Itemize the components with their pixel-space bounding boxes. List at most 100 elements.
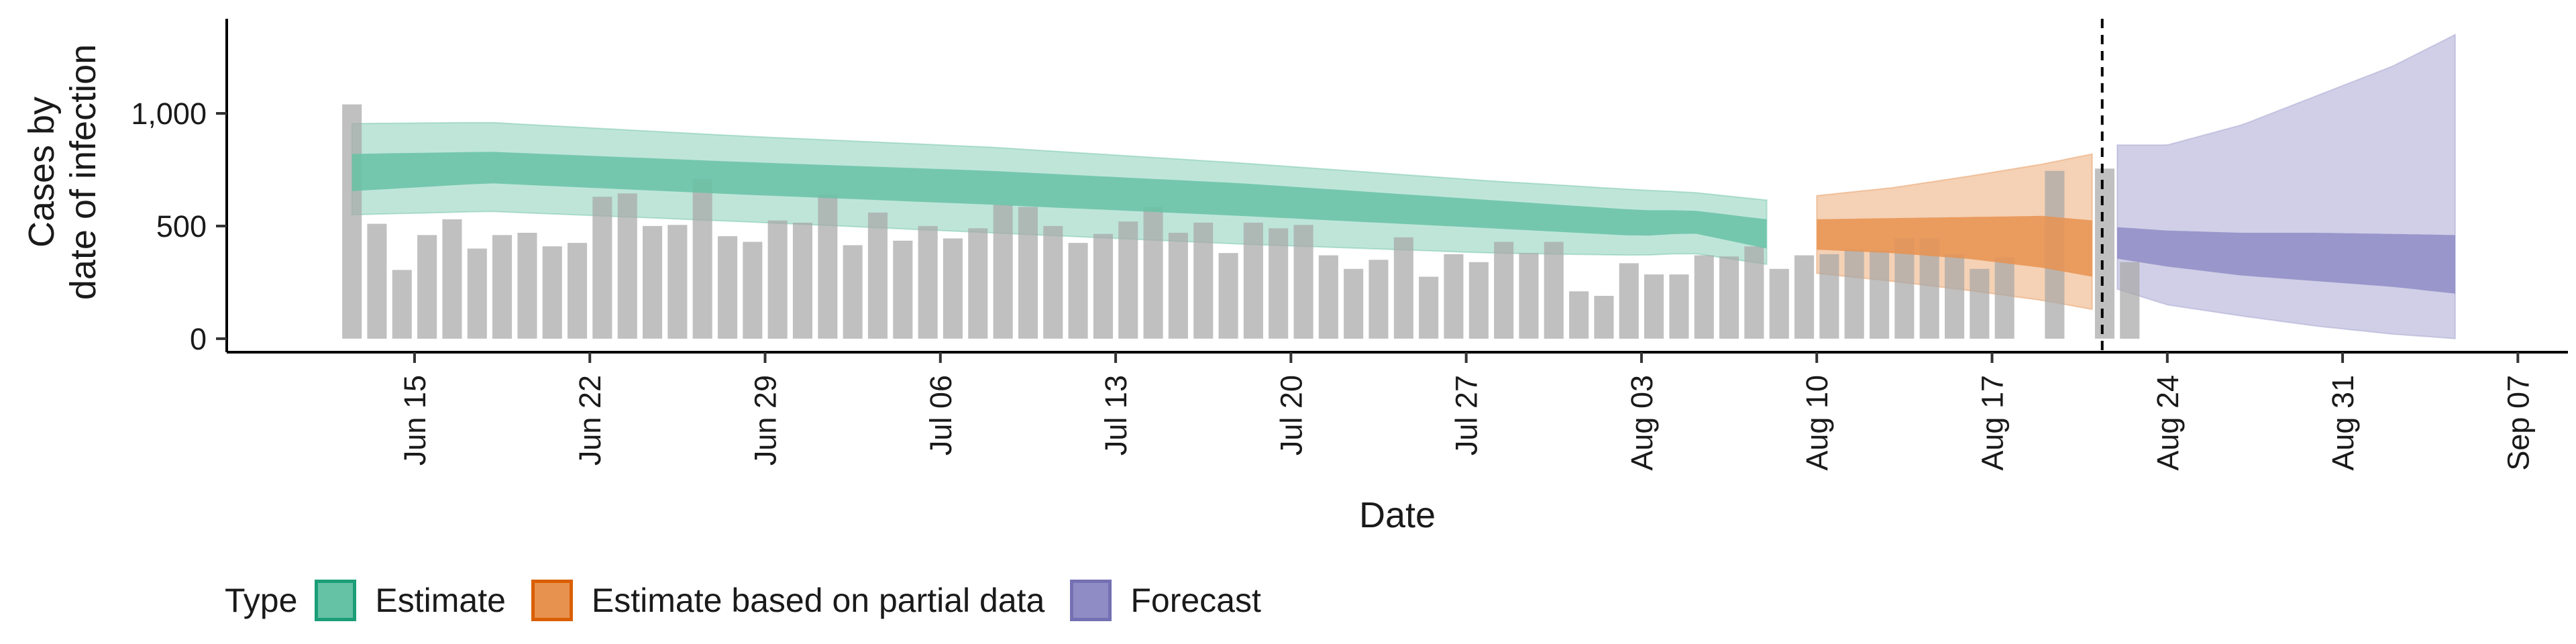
legend-title: Type bbox=[225, 582, 298, 619]
legend-item-forecast: Forecast bbox=[1070, 580, 1261, 621]
bar bbox=[1669, 274, 1689, 339]
bar bbox=[392, 270, 412, 339]
y-axis-label-line: Cases by bbox=[21, 97, 62, 248]
legend-item-partial-estimate: Estimate based on partial data bbox=[531, 580, 1044, 621]
bar bbox=[2120, 262, 2140, 339]
bar bbox=[1819, 254, 1839, 339]
bar bbox=[442, 219, 462, 339]
bar bbox=[1468, 262, 1489, 339]
y-tick-label: 0 bbox=[190, 322, 207, 356]
bar bbox=[1193, 222, 1214, 339]
bar bbox=[568, 243, 588, 339]
x-tick-label: Jul 20 bbox=[1274, 375, 1308, 455]
bar bbox=[1994, 258, 2015, 339]
bar bbox=[1744, 246, 1764, 339]
bar bbox=[1694, 255, 1714, 339]
bar bbox=[492, 235, 513, 339]
bar bbox=[1945, 254, 1965, 339]
bar bbox=[1970, 268, 1990, 339]
x-tick-label: Sep 07 bbox=[2501, 375, 2535, 471]
bar bbox=[667, 225, 688, 339]
bar bbox=[1619, 263, 1639, 339]
bar bbox=[1018, 207, 1038, 339]
legend-label-estimate: Estimate bbox=[375, 582, 506, 619]
y-tick-label: 1,000 bbox=[131, 97, 207, 131]
bar bbox=[918, 225, 938, 339]
bar bbox=[1293, 225, 1313, 339]
bar bbox=[1544, 241, 1564, 339]
bars-layer bbox=[342, 104, 2140, 339]
x-tick-label: Aug 24 bbox=[2151, 375, 2185, 471]
ribbon-50-estimate bbox=[352, 152, 1767, 249]
bar bbox=[542, 246, 562, 339]
bar bbox=[743, 241, 763, 339]
ribbon-50-forecast bbox=[2117, 227, 2455, 294]
x-tick-label: Jun 15 bbox=[398, 375, 432, 466]
bar bbox=[1569, 291, 1589, 339]
ribbons-50-layer bbox=[352, 152, 2455, 294]
bar bbox=[1419, 276, 1439, 339]
x-tick-label: Jul 27 bbox=[1450, 375, 1484, 455]
x-tick-label: Jul 13 bbox=[1099, 375, 1133, 455]
legend-key-forecast bbox=[1070, 580, 1112, 621]
bar bbox=[1068, 243, 1088, 339]
bar bbox=[843, 245, 863, 339]
x-tick-label: Aug 17 bbox=[1976, 375, 2010, 471]
bar bbox=[342, 104, 362, 339]
bar bbox=[718, 236, 738, 339]
legend-key-partial-estimate bbox=[531, 580, 573, 621]
bar bbox=[517, 233, 537, 339]
x-tick-label: Aug 10 bbox=[1800, 375, 1834, 471]
bar bbox=[818, 194, 838, 339]
bar bbox=[1393, 237, 1413, 339]
bar bbox=[1368, 260, 1389, 339]
legend-label-forecast: Forecast bbox=[1130, 582, 1261, 619]
bar bbox=[1794, 255, 1815, 339]
bar bbox=[367, 223, 387, 339]
bar bbox=[617, 193, 637, 339]
bar bbox=[1344, 268, 1364, 339]
y-tick-label: 500 bbox=[156, 209, 207, 244]
x-tick-label: Jul 06 bbox=[924, 375, 958, 455]
bar bbox=[893, 240, 913, 339]
legend-key-estimate bbox=[315, 580, 357, 621]
axes-layer: 0 500 1,000 Jun 15 Jun 22 Jun 29 Jul 06 Jul 13 J… bbox=[21, 19, 2568, 535]
bar bbox=[692, 178, 712, 339]
bar bbox=[467, 248, 487, 339]
ribbon-90-forecast bbox=[2116, 33, 2456, 339]
legend-label-partial-estimate: Estimate based on partial data bbox=[591, 582, 1045, 619]
bar bbox=[1769, 268, 1789, 339]
y-axis-label: Cases bydate of infection bbox=[21, 44, 103, 300]
bar bbox=[792, 222, 812, 339]
x-tick-label: Aug 31 bbox=[2326, 375, 2360, 471]
bar bbox=[1093, 233, 1113, 339]
x-tick-label: Aug 03 bbox=[1625, 375, 1659, 471]
bar bbox=[1519, 253, 1539, 339]
bar bbox=[1218, 253, 1238, 339]
bar bbox=[1243, 222, 1263, 339]
bar bbox=[1894, 238, 1915, 339]
legend: Type Estimate Estimate based on partial … bbox=[225, 574, 1287, 627]
ribbon-50-estimate-based-on-partial-data bbox=[1817, 215, 2092, 277]
bar bbox=[1269, 228, 1289, 339]
bar bbox=[968, 228, 988, 339]
bar bbox=[417, 235, 437, 339]
bar bbox=[1143, 207, 1163, 339]
x-axis-label: Date bbox=[1359, 495, 1436, 535]
legend-item-estimate: Estimate bbox=[315, 580, 506, 621]
bar bbox=[592, 197, 612, 339]
bar bbox=[1644, 274, 1664, 339]
bar bbox=[1870, 250, 1890, 339]
bar bbox=[1118, 221, 1138, 339]
bar bbox=[867, 212, 888, 339]
bar bbox=[993, 205, 1013, 339]
bar bbox=[1719, 256, 1739, 339]
bar bbox=[1444, 254, 1464, 339]
bar bbox=[767, 220, 788, 339]
bar bbox=[1168, 233, 1188, 339]
bar bbox=[1844, 250, 1864, 339]
bar bbox=[1594, 296, 1614, 339]
bar bbox=[1318, 255, 1338, 339]
x-tick-label: Jun 22 bbox=[573, 375, 607, 466]
